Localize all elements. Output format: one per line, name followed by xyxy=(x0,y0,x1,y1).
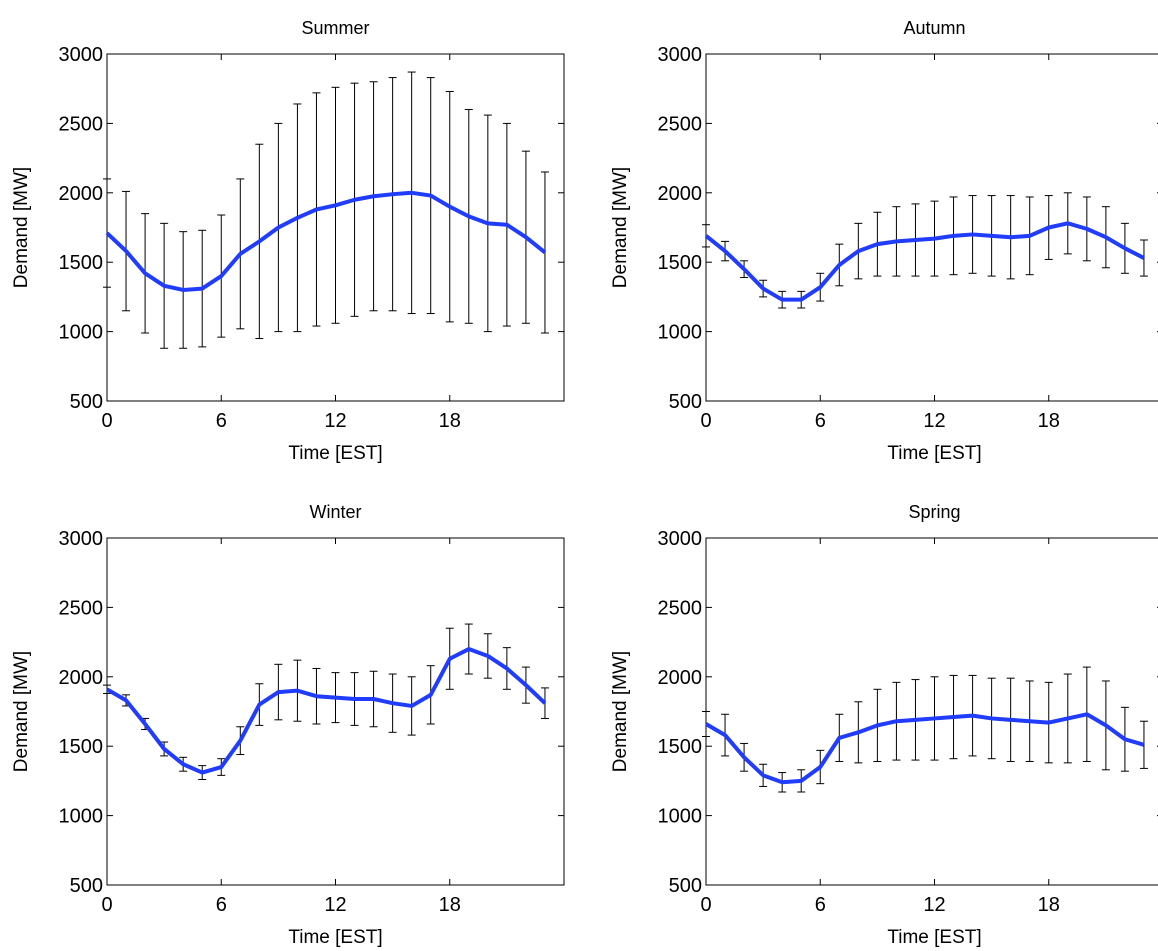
chart-title: Winter xyxy=(309,502,361,522)
x-tick-label: 12 xyxy=(923,410,945,432)
data-line xyxy=(704,712,1145,785)
x-tick-label: 0 xyxy=(700,410,711,432)
y-tick-label: 1500 xyxy=(658,736,703,758)
x-axis-label: Time [EST] xyxy=(288,443,382,464)
subplot: 500 1000 1500 2000 2500 3000 0 6 12 18 Spring Time … xyxy=(610,502,1158,948)
y-tick-label: 1000 xyxy=(658,806,703,828)
x-tick-label: 12 xyxy=(324,410,346,432)
y-tick-label: 2000 xyxy=(59,667,104,689)
x-tick-label: 12 xyxy=(923,894,945,916)
x-tick-label: 18 xyxy=(439,894,461,916)
y-tick-label: 500 xyxy=(70,875,103,897)
y-axis-label: Demand [MW] xyxy=(11,651,32,772)
y-tick-label: 500 xyxy=(669,391,702,413)
y-tick-label: 2500 xyxy=(59,113,104,135)
x-tick-label: 6 xyxy=(815,894,826,916)
error-bar xyxy=(540,171,549,334)
y-tick-label: 2000 xyxy=(658,183,703,205)
x-tick-label: 6 xyxy=(216,894,227,916)
y-tick-label: 1000 xyxy=(59,806,104,828)
data-line xyxy=(105,190,547,292)
plot-area xyxy=(705,53,1158,402)
y-axis-label: Demand [MW] xyxy=(610,167,631,288)
y-tick-label: 1000 xyxy=(59,322,104,344)
y-tick-label: 3000 xyxy=(658,44,703,66)
subplot: 500 1000 1500 2000 2500 3000 0 6 12 18 Winter Time … xyxy=(11,502,565,948)
data-line xyxy=(704,221,1145,302)
chart-title: Autumn xyxy=(903,18,965,38)
error-bar xyxy=(702,224,710,248)
y-tick-label: 1500 xyxy=(658,252,703,274)
x-tick-label: 18 xyxy=(1038,894,1060,916)
y-tick-label: 2500 xyxy=(59,597,104,619)
x-tick-label: 0 xyxy=(101,894,112,916)
y-tick-label: 3000 xyxy=(59,528,104,550)
x-axis-label: Time [EST] xyxy=(887,927,981,948)
y-tick-label: 500 xyxy=(669,875,702,897)
subplot: 500 1000 1500 2000 2500 3000 0 6 12 18 Summer Time … xyxy=(11,18,565,464)
x-tick-label: 6 xyxy=(815,410,826,432)
plot-area xyxy=(705,537,1158,886)
y-tick-label: 2500 xyxy=(658,597,703,619)
x-tick-label: 12 xyxy=(324,894,346,916)
y-tick-label: 2000 xyxy=(59,183,104,205)
y-axis-label: Demand [MW] xyxy=(11,167,32,288)
x-axis-label: Time [EST] xyxy=(288,927,382,948)
x-axis-label: Time [EST] xyxy=(887,443,981,464)
x-tick-label: 0 xyxy=(700,894,711,916)
y-tick-label: 3000 xyxy=(59,44,104,66)
data-line xyxy=(105,647,547,775)
error-bar xyxy=(540,687,549,719)
chart-title: Spring xyxy=(908,502,960,522)
y-tick-label: 1500 xyxy=(59,736,104,758)
x-tick-label: 18 xyxy=(439,410,461,432)
y-axis-label: Demand [MW] xyxy=(610,651,631,772)
y-tick-label: 3000 xyxy=(658,528,703,550)
y-tick-label: 500 xyxy=(70,391,103,413)
y-tick-label: 1500 xyxy=(59,252,104,274)
y-tick-label: 1000 xyxy=(658,322,703,344)
y-tick-label: 2000 xyxy=(658,667,703,689)
y-tick-label: 2500 xyxy=(658,113,703,135)
x-tick-label: 6 xyxy=(216,410,227,432)
chart-title: Summer xyxy=(301,18,369,38)
x-tick-label: 0 xyxy=(101,410,112,432)
subplot: 500 1000 1500 2000 2500 3000 0 6 12 18 Autumn Time … xyxy=(610,18,1158,464)
x-tick-label: 18 xyxy=(1038,410,1060,432)
